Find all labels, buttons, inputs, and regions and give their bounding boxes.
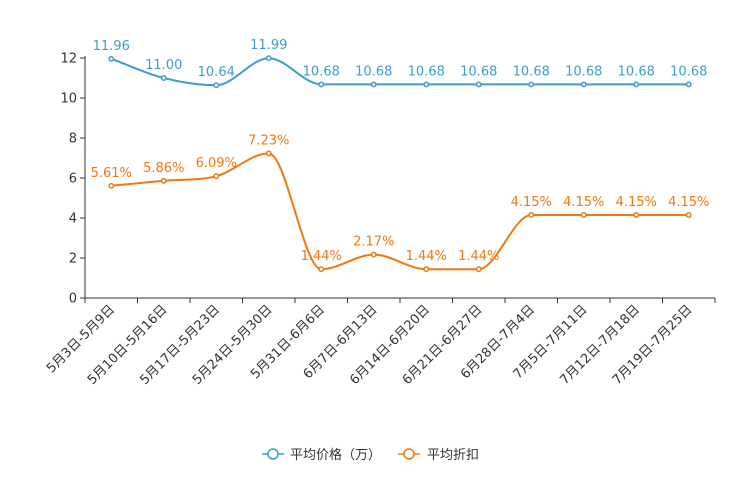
y-tick-label: 6 bbox=[69, 172, 77, 187]
data-label: 4.15% bbox=[668, 195, 709, 210]
data-point[interactable] bbox=[160, 177, 167, 184]
data-point[interactable] bbox=[633, 212, 640, 218]
data-point[interactable] bbox=[108, 55, 115, 62]
data-label: 1.44% bbox=[458, 249, 499, 264]
data-point[interactable] bbox=[108, 182, 115, 189]
data-label: 4.15% bbox=[511, 195, 552, 210]
data-label: 2.17% bbox=[353, 235, 394, 250]
y-tick-label: 8 bbox=[69, 132, 77, 147]
data-label: 11.96 bbox=[93, 39, 130, 54]
data-label: 10.68 bbox=[513, 64, 550, 79]
data-point[interactable] bbox=[265, 150, 272, 157]
data-label: 5.86% bbox=[143, 161, 184, 176]
data-point[interactable] bbox=[528, 212, 535, 218]
legend-item[interactable]: 平均折扣 bbox=[398, 448, 479, 463]
y-tick-label: 12 bbox=[60, 52, 77, 67]
data-point[interactable] bbox=[318, 266, 325, 273]
legend-marker-icon bbox=[267, 448, 279, 460]
data-label: 10.68 bbox=[460, 64, 497, 79]
data-point[interactable] bbox=[475, 81, 482, 88]
data-label: 6.09% bbox=[196, 156, 237, 171]
data-point[interactable] bbox=[423, 266, 430, 273]
data-point[interactable] bbox=[160, 75, 167, 81]
data-point[interactable] bbox=[370, 251, 377, 258]
data-point[interactable] bbox=[213, 173, 220, 180]
data-point[interactable] bbox=[423, 81, 430, 88]
data-label: 11.99 bbox=[250, 38, 287, 53]
data-label: 10.68 bbox=[303, 64, 340, 79]
data-label: 7.23% bbox=[248, 133, 289, 148]
data-label: 1.44% bbox=[406, 249, 447, 264]
data-point[interactable] bbox=[580, 81, 587, 88]
legend-label: 平均价格（万） bbox=[290, 447, 381, 463]
data-point[interactable] bbox=[213, 82, 220, 89]
data-point[interactable] bbox=[685, 212, 692, 218]
data-point[interactable] bbox=[265, 55, 272, 62]
data-point[interactable] bbox=[633, 81, 640, 88]
data-point[interactable] bbox=[475, 266, 482, 273]
data-point[interactable] bbox=[370, 81, 377, 88]
y-tick-label: 2 bbox=[69, 252, 77, 267]
data-point[interactable] bbox=[318, 81, 325, 88]
data-label: 10.68 bbox=[565, 64, 602, 79]
data-label: 10.68 bbox=[670, 64, 707, 79]
data-point[interactable] bbox=[528, 81, 535, 88]
data-label: 4.15% bbox=[563, 195, 604, 210]
data-label: 1.44% bbox=[301, 249, 342, 264]
y-tick-label: 4 bbox=[69, 212, 77, 227]
data-point[interactable] bbox=[685, 81, 692, 88]
y-tick-label: 0 bbox=[69, 292, 77, 307]
y-tick-label: 10 bbox=[60, 92, 77, 107]
data-label: 10.68 bbox=[408, 64, 445, 79]
data-label: 10.68 bbox=[618, 64, 655, 79]
data-label: 10.68 bbox=[355, 64, 392, 79]
legend-label: 平均折扣 bbox=[427, 448, 479, 463]
legend-item[interactable]: 平均价格（万） bbox=[262, 447, 381, 463]
data-point[interactable] bbox=[580, 212, 587, 218]
data-label: 5.61% bbox=[91, 166, 132, 181]
data-label: 11.00 bbox=[145, 58, 182, 73]
data-label: 10.64 bbox=[198, 65, 235, 80]
legend-marker-icon bbox=[403, 448, 415, 460]
data-label: 4.15% bbox=[616, 195, 657, 210]
